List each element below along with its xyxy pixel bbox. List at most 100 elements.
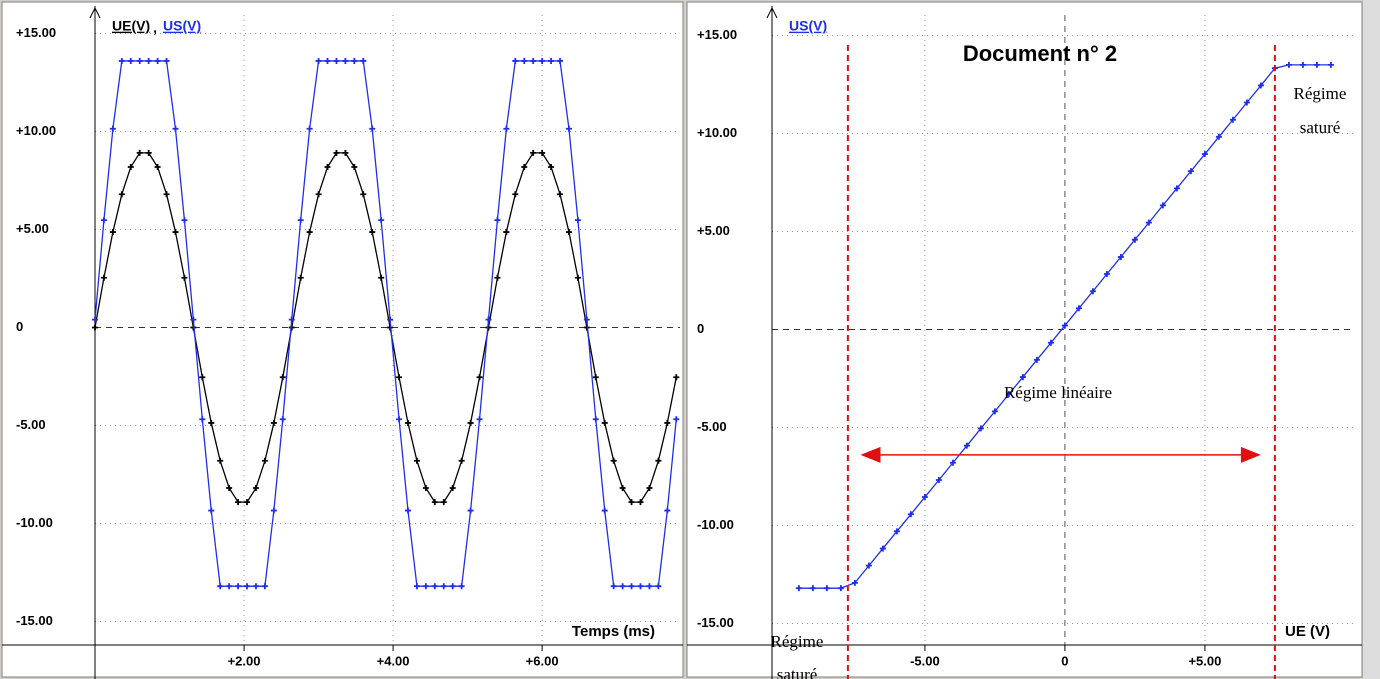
annotation: saturé [1300,118,1341,137]
data-point [199,374,206,381]
data-point [190,316,197,323]
data-point [449,583,456,590]
data-point [539,57,546,64]
data-point [226,583,233,590]
arrow-head [1240,446,1261,463]
data-point [865,562,872,569]
y-tick-label: 0 [16,319,23,334]
data-point [279,374,286,381]
data-point [378,274,385,281]
data-point [1243,99,1250,106]
data-point [172,229,179,236]
data-point [154,57,161,64]
data-point [1229,116,1236,123]
legend-entry: US(V) [163,18,201,34]
data-point [1005,391,1012,398]
data-point [1103,270,1110,277]
data-point [369,125,376,132]
data-point [1327,61,1334,68]
data-point [217,457,224,464]
data-point [977,425,984,432]
data-point [315,57,322,64]
data-point [154,163,161,170]
data-point [949,459,956,466]
data-point [1201,151,1208,158]
data-point [1257,82,1264,89]
x-tick-label: +5.00 [1188,653,1221,668]
data-point [181,217,188,224]
data-point [521,57,528,64]
data-point [217,583,224,590]
data-point [512,57,519,64]
data-point [963,442,970,449]
data-point [208,507,215,514]
data-point [664,419,671,426]
data-point [539,149,546,156]
data-point [494,217,501,224]
data-point [893,528,900,535]
axis-arrow [89,6,101,19]
data-point [315,191,322,198]
data-point [879,545,886,552]
data-point [333,149,340,156]
y-tick-label: +5.00 [697,223,730,238]
data-point [637,499,644,506]
data-point [1019,374,1026,381]
data-point [1117,253,1124,260]
data-point [485,316,492,323]
data-point [440,499,447,506]
data-point [557,191,564,198]
data-point [270,419,277,426]
y-tick-label: +15.00 [16,25,56,40]
data-point [118,57,125,64]
data-point [476,374,483,381]
data-point [628,499,635,506]
data-point [521,163,528,170]
data-point [1299,61,1306,68]
y-tick-label: +10.00 [16,123,56,138]
chart-title: Document n° 2 [963,41,1117,66]
y-tick-label: -5.00 [16,417,46,432]
data-point [369,229,376,236]
data-point [413,457,420,464]
data-point [279,416,286,423]
data-point [163,191,170,198]
data-point [1173,185,1180,192]
data-point [494,274,501,281]
data-point [673,416,680,423]
data-point [646,583,653,590]
data-point [823,585,830,592]
x-tick-label: +6.00 [526,653,559,668]
data-point [935,476,942,483]
data-point [333,57,340,64]
series-line [94,60,677,587]
data-point [109,229,116,236]
data-point [530,57,537,64]
data-point [503,125,510,132]
data-point [261,457,268,464]
data-point [1075,305,1082,312]
data-point [574,274,581,281]
data-point [646,485,653,492]
data-point [172,125,179,132]
data-point [1159,202,1166,209]
data-point [235,499,242,506]
data-point [565,229,572,236]
data-point [1061,322,1068,329]
data-point [628,583,635,590]
annotation: saturé [777,665,818,679]
data-point [163,57,170,64]
annotation: Régime [1294,84,1347,103]
data-point [467,419,474,426]
data-point [557,57,564,64]
data-point [458,457,465,464]
axis-arrow [766,6,778,19]
data-point [324,57,331,64]
data-point [109,125,116,132]
data-point [351,163,358,170]
data-point [404,507,411,514]
data-point [199,416,206,423]
panel [1,1,684,678]
data-point [1187,168,1194,175]
data-point [226,485,233,492]
